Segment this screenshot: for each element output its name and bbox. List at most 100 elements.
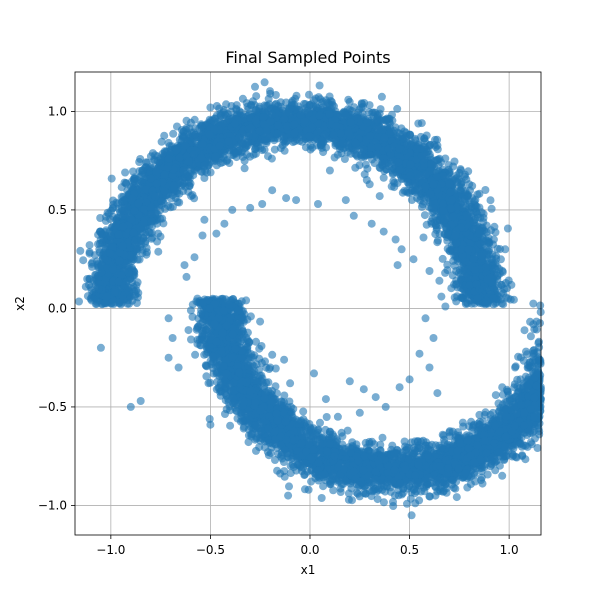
data-point	[503, 224, 512, 233]
data-point	[118, 197, 127, 206]
data-point	[164, 138, 173, 147]
data-point	[315, 111, 324, 120]
data-point	[101, 216, 110, 225]
data-point	[188, 191, 197, 199]
data-point	[121, 168, 130, 177]
data-point	[290, 129, 299, 138]
data-point	[175, 153, 184, 162]
data-point	[426, 190, 435, 199]
data-point	[507, 280, 516, 289]
data-point	[445, 246, 454, 255]
data-point	[294, 102, 303, 111]
data-point	[190, 130, 199, 139]
data-point	[359, 145, 368, 154]
data-point	[260, 78, 269, 87]
data-point	[366, 131, 375, 140]
data-point	[455, 175, 463, 184]
data-point	[487, 226, 495, 235]
data-point	[242, 150, 251, 159]
data-point	[168, 202, 177, 211]
data-point	[398, 130, 407, 139]
data-point	[237, 139, 246, 148]
data-point	[322, 143, 330, 152]
data-point	[417, 151, 426, 160]
data-point	[76, 246, 85, 255]
data-point	[278, 141, 287, 150]
data-point	[270, 145, 279, 154]
data-point	[470, 200, 479, 209]
data-point	[292, 91, 301, 100]
data-point	[160, 170, 169, 179]
data-point	[230, 119, 239, 128]
data-point	[178, 133, 187, 142]
data-point	[464, 245, 473, 254]
data-point	[336, 129, 345, 138]
data-point	[442, 223, 451, 232]
data-point	[200, 174, 209, 182]
data-point	[445, 180, 454, 188]
data-point	[447, 195, 456, 204]
data-point	[222, 100, 231, 109]
data-point	[344, 128, 353, 137]
data-point	[216, 111, 225, 120]
data-point	[129, 167, 137, 176]
data-point	[160, 187, 169, 196]
data-point	[129, 228, 138, 237]
data-point	[139, 218, 148, 227]
data-point	[304, 108, 313, 117]
data-point	[463, 211, 471, 220]
data-point	[103, 208, 112, 217]
data-point	[481, 186, 490, 194]
data-point	[132, 281, 141, 290]
data-point	[443, 236, 452, 245]
data-point	[429, 180, 438, 189]
data-point	[240, 164, 249, 173]
scatter-points	[75, 78, 545, 520]
data-point	[262, 127, 271, 135]
data-point	[472, 207, 481, 216]
data-point	[374, 124, 383, 133]
data-point	[380, 133, 389, 142]
data-point	[205, 115, 214, 124]
data-point	[244, 132, 253, 141]
data-point	[446, 188, 455, 197]
data-point	[499, 300, 508, 309]
data-point	[469, 254, 478, 263]
data-point	[215, 141, 224, 150]
data-point	[107, 174, 116, 183]
data-point	[130, 177, 139, 185]
data-point	[211, 152, 220, 161]
data-point	[313, 141, 322, 150]
data-point	[117, 183, 126, 192]
data-point	[387, 182, 396, 191]
data-point	[278, 132, 286, 141]
data-point	[506, 295, 515, 304]
data-point	[395, 165, 404, 174]
data-point	[118, 242, 127, 251]
data-point	[128, 194, 137, 203]
data-point	[142, 244, 151, 252]
data-point	[473, 294, 482, 302]
data-point	[441, 268, 450, 277]
data-point	[147, 210, 156, 219]
data-point	[200, 161, 209, 170]
data-point	[483, 275, 492, 284]
data-point	[132, 299, 141, 307]
data-point	[447, 284, 456, 293]
data-point	[251, 116, 260, 125]
data-point	[186, 179, 195, 188]
data-point	[416, 172, 425, 180]
data-point	[75, 297, 83, 306]
data-point	[437, 158, 446, 167]
data-point	[158, 149, 167, 158]
data-point	[187, 167, 196, 176]
data-point	[212, 102, 221, 110]
data-point	[243, 102, 252, 111]
data-point	[114, 277, 123, 286]
data-point	[186, 118, 195, 127]
data-point	[456, 165, 465, 174]
data-point	[325, 110, 334, 118]
data-point	[189, 150, 198, 159]
data-point	[438, 254, 447, 263]
data-point	[305, 132, 314, 141]
